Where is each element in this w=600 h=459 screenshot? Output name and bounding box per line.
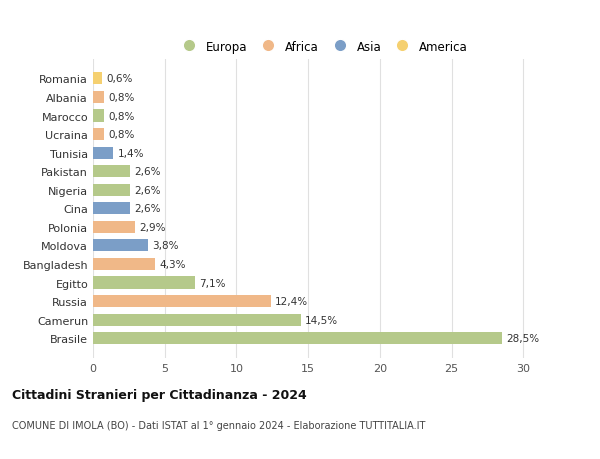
- Bar: [93, 221, 134, 233]
- Bar: [93, 110, 104, 122]
- Bar: [93, 166, 130, 178]
- Bar: [93, 332, 502, 344]
- Text: 0,8%: 0,8%: [109, 93, 135, 103]
- Text: 14,5%: 14,5%: [305, 315, 338, 325]
- Bar: [93, 314, 301, 326]
- Bar: [93, 296, 271, 308]
- Legend: Europa, Africa, Asia, America: Europa, Africa, Asia, America: [173, 36, 472, 58]
- Text: 2,6%: 2,6%: [134, 167, 161, 177]
- Bar: [93, 240, 148, 252]
- Text: 2,9%: 2,9%: [139, 222, 166, 232]
- Bar: [93, 185, 130, 196]
- Text: 0,8%: 0,8%: [109, 130, 135, 140]
- Text: 0,6%: 0,6%: [106, 74, 132, 84]
- Text: 28,5%: 28,5%: [506, 333, 539, 343]
- Text: 3,8%: 3,8%: [152, 241, 178, 251]
- Text: 7,1%: 7,1%: [199, 278, 226, 288]
- Bar: [93, 147, 113, 159]
- Text: 12,4%: 12,4%: [275, 297, 308, 307]
- Bar: [93, 92, 104, 104]
- Text: 2,6%: 2,6%: [134, 204, 161, 214]
- Bar: [93, 73, 101, 85]
- Text: 2,6%: 2,6%: [134, 185, 161, 196]
- Text: 4,3%: 4,3%: [159, 259, 185, 269]
- Text: Cittadini Stranieri per Cittadinanza - 2024: Cittadini Stranieri per Cittadinanza - 2…: [12, 388, 307, 401]
- Bar: [93, 129, 104, 141]
- Bar: [93, 203, 130, 215]
- Bar: [93, 258, 155, 270]
- Text: 0,8%: 0,8%: [109, 111, 135, 121]
- Bar: [93, 277, 195, 289]
- Text: 1,4%: 1,4%: [118, 148, 144, 158]
- Text: COMUNE DI IMOLA (BO) - Dati ISTAT al 1° gennaio 2024 - Elaborazione TUTTITALIA.I: COMUNE DI IMOLA (BO) - Dati ISTAT al 1° …: [12, 420, 425, 430]
